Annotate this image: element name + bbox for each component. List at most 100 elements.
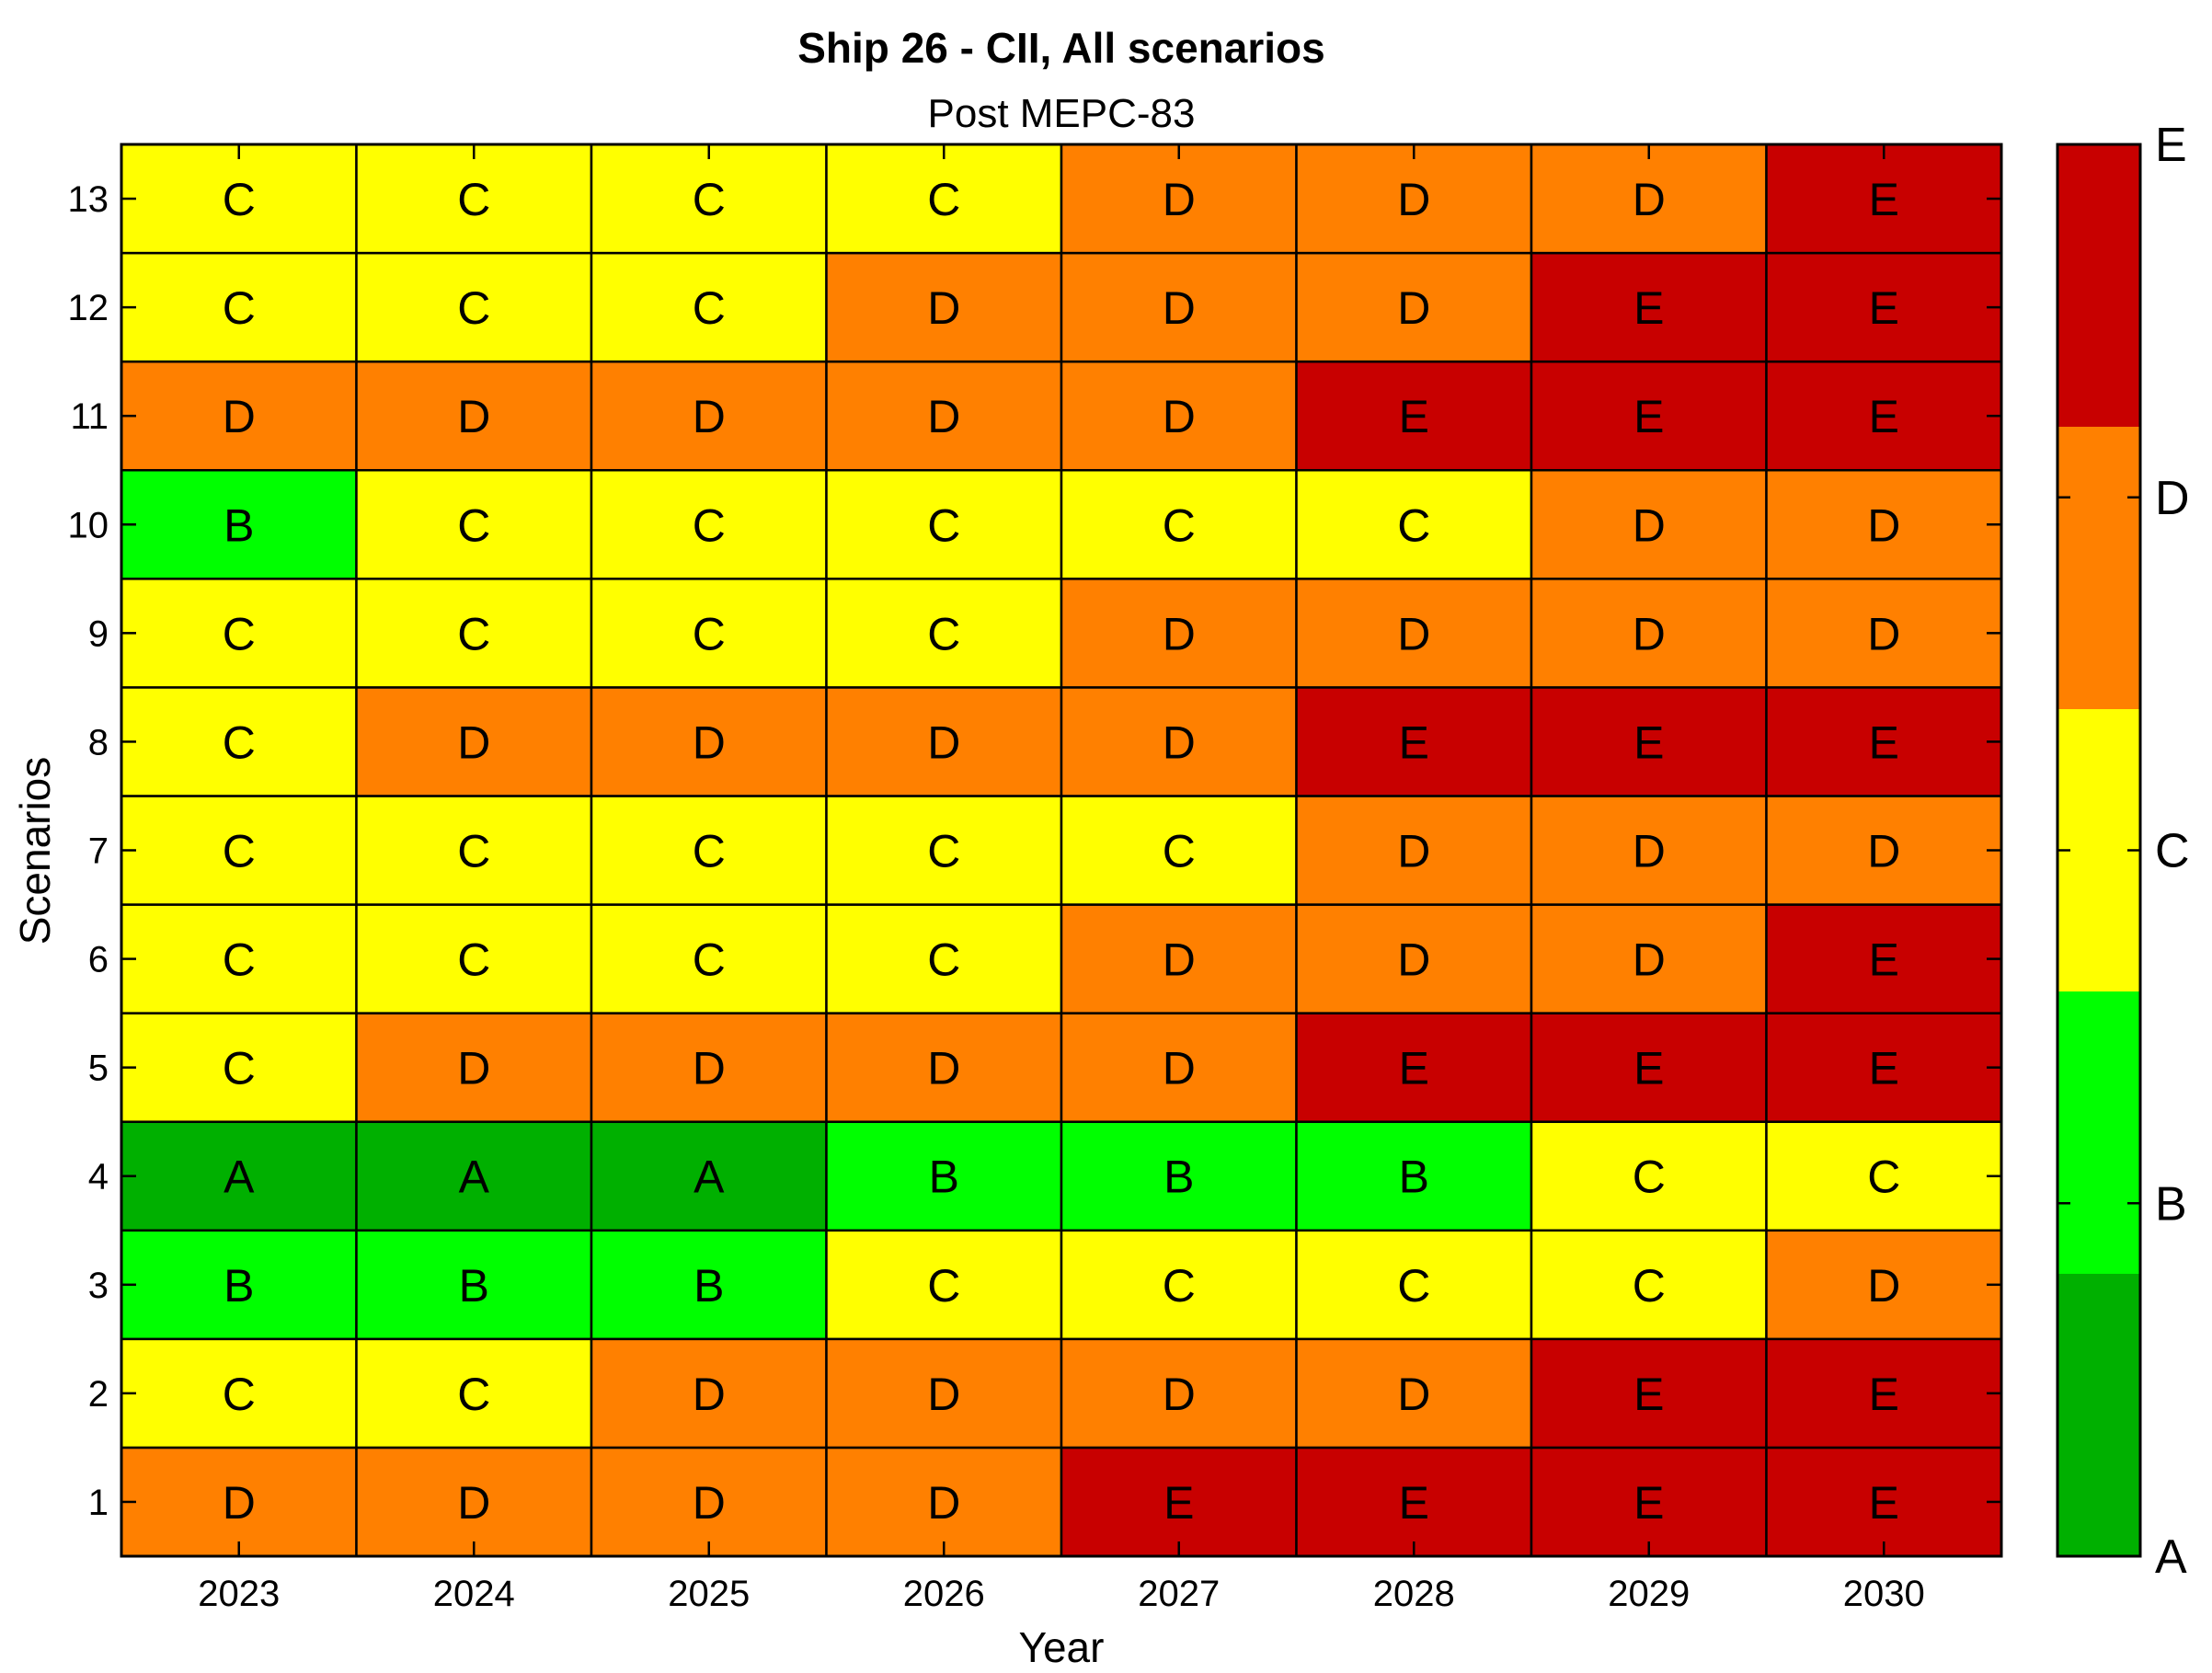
cell-value-label: D — [457, 391, 490, 442]
heatmap-cell — [1295, 360, 1533, 472]
cell-value-label: D — [1163, 934, 1196, 986]
cell-value-label: B — [929, 1152, 959, 1203]
heatmap-cell — [1765, 251, 2003, 363]
heatmap-cell — [355, 686, 593, 797]
cell-value-label: D — [1397, 174, 1430, 225]
x-tick-label: 2024 — [433, 1574, 515, 1614]
heatmap-cell — [355, 578, 593, 689]
cell-value-label: E — [1399, 391, 1429, 442]
heatmap-cell — [355, 1337, 593, 1450]
heatmap-cell — [825, 1120, 1063, 1232]
colorbar-segment — [2057, 991, 2140, 1274]
cell-value-label: D — [457, 1477, 490, 1529]
heatmap-cell — [120, 1446, 358, 1558]
heatmap-cell — [1765, 1337, 2003, 1450]
heatmap-cell — [1765, 1012, 2003, 1123]
cell-value-label: D — [1397, 826, 1430, 877]
cell-value-label: E — [1869, 716, 1899, 768]
cell-value-label: C — [457, 608, 490, 659]
cell-value-label: D — [1163, 716, 1196, 768]
cell-value-label: C — [1163, 826, 1196, 877]
cell-value-label: C — [927, 826, 960, 877]
cell-value-label: B — [223, 1260, 254, 1312]
cell-value-label: D — [693, 1369, 726, 1420]
heatmap-cell — [120, 795, 358, 906]
colorbar-label: E — [2155, 119, 2187, 172]
x-tick-label: 2025 — [668, 1574, 750, 1614]
heatmap-cell — [1765, 1446, 2003, 1558]
cell-value-label: D — [1163, 1043, 1196, 1094]
x-tick-label: 2028 — [1373, 1574, 1455, 1614]
heatmap-cell — [120, 1120, 358, 1232]
cell-value-label: D — [223, 1477, 256, 1529]
heatmap-cell — [1295, 1012, 1533, 1123]
cell-value-label: D — [1867, 499, 1900, 551]
y-tick-label: 6 — [88, 940, 109, 980]
cell-value-label: E — [1399, 1477, 1429, 1529]
cell-value-label: C — [693, 174, 726, 225]
cell-value-label: D — [693, 1043, 726, 1094]
cell-value-label: D — [1633, 826, 1666, 877]
x-tick-label: 2027 — [1138, 1574, 1220, 1614]
cell-value-label: E — [1633, 282, 1664, 334]
x-axis-label: Year — [1019, 1623, 1105, 1671]
cell-value-label: C — [457, 282, 490, 334]
heatmap-cell — [825, 360, 1063, 472]
cell-value-label: D — [1397, 282, 1430, 334]
cell-value-label: E — [1163, 1477, 1194, 1529]
heatmap-cell — [120, 251, 358, 363]
cell-value-label: D — [1163, 282, 1196, 334]
heatmap-cell — [1060, 360, 1298, 472]
cell-value-label: D — [1867, 608, 1900, 659]
cell-value-label: C — [927, 499, 960, 551]
heatmap-cell — [1295, 143, 1533, 255]
cell-value-label: C — [693, 934, 726, 986]
y-tick-label: 5 — [88, 1048, 109, 1089]
cell-value-label: C — [927, 1260, 960, 1312]
cell-value-label: D — [1163, 608, 1196, 659]
heatmap-cell — [825, 1229, 1063, 1341]
heatmap-cell — [1765, 903, 2003, 1014]
cell-value-label: E — [1869, 391, 1899, 442]
cell-value-label: D — [927, 391, 960, 442]
heatmap-cells: D D D D E E E E C C D D D D E E B B B C C C C D A A A B B B C C C D D D D E E E… — [120, 143, 2003, 1558]
heatmap-cell — [1295, 903, 1533, 1014]
cell-value-label: A — [693, 1152, 725, 1203]
y-tick-label: 8 — [88, 722, 109, 762]
heatmap-cell — [1060, 578, 1298, 689]
cell-value-label: D — [1633, 499, 1666, 551]
cell-value-label: E — [1633, 1369, 1664, 1420]
heatmap-cell — [825, 686, 1063, 797]
heatmap-cell — [1765, 360, 2003, 472]
chart-subtitle: Post MEPC-83 — [928, 91, 1196, 136]
cell-value-label: C — [927, 174, 960, 225]
cell-value-label: C — [223, 608, 256, 659]
y-tick-label: 4 — [88, 1157, 109, 1197]
cell-value-label: C — [223, 826, 256, 877]
heatmap-cell — [590, 1229, 828, 1341]
heatmap-cell — [1530, 1229, 1768, 1341]
cell-value-label: D — [1163, 391, 1196, 442]
cell-value-label: C — [693, 826, 726, 877]
cell-value-label: E — [1869, 934, 1899, 986]
cell-value-label: D — [927, 716, 960, 768]
heatmap-cell — [355, 1446, 593, 1558]
x-axis-ticks: 2023 2024 2025 2026 2027 2028 2029 2030 — [198, 144, 1925, 1614]
y-tick-label: 7 — [88, 831, 109, 872]
colorbar-segment — [2057, 427, 2140, 709]
heatmap-cell — [590, 1120, 828, 1232]
heatmap-cell — [590, 468, 828, 580]
heatmap-cell — [1295, 686, 1533, 797]
heatmap-cell — [120, 903, 358, 1014]
colorbar-label: B — [2155, 1177, 2187, 1231]
colorbar-label: A — [2155, 1530, 2187, 1584]
cell-value-label: E — [1869, 174, 1899, 225]
cell-value-label: A — [459, 1152, 490, 1203]
heatmap-cell — [1765, 686, 2003, 797]
heatmap-cell — [120, 143, 358, 255]
cell-value-label: D — [223, 391, 256, 442]
cell-value-label: C — [223, 174, 256, 225]
cell-value-label: D — [693, 716, 726, 768]
cell-value-label: D — [1397, 934, 1430, 986]
cell-value-label: D — [927, 1043, 960, 1094]
